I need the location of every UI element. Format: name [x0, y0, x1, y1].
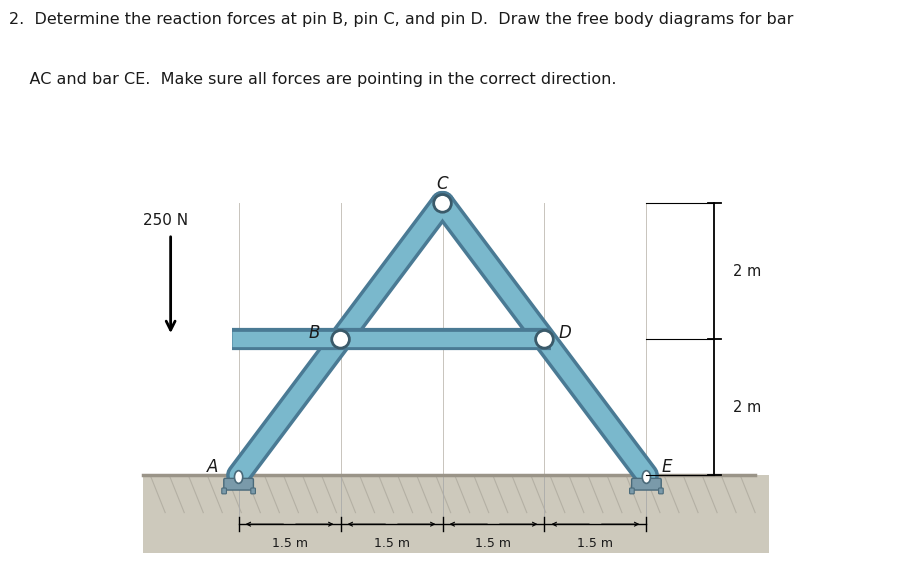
- Text: 2 m: 2 m: [733, 400, 762, 415]
- Text: B: B: [309, 324, 321, 342]
- Text: 2.  Determine the reaction forces at pin B, pin C, and pin D.  Draw the free bod: 2. Determine the reaction forces at pin …: [9, 12, 794, 27]
- FancyBboxPatch shape: [224, 478, 254, 490]
- Circle shape: [332, 331, 349, 348]
- Text: AC and bar CE.  Make sure all forces are pointing in the correct direction.: AC and bar CE. Make sure all forces are …: [9, 72, 617, 87]
- FancyBboxPatch shape: [630, 488, 634, 494]
- Text: A: A: [207, 458, 219, 476]
- FancyBboxPatch shape: [631, 478, 662, 490]
- Circle shape: [536, 331, 553, 348]
- Ellipse shape: [234, 471, 243, 483]
- Text: D: D: [559, 324, 572, 342]
- Bar: [143, 475, 769, 553]
- FancyBboxPatch shape: [221, 488, 226, 494]
- Text: 1.5 m: 1.5 m: [272, 536, 308, 550]
- Ellipse shape: [642, 471, 651, 483]
- Circle shape: [434, 194, 451, 212]
- Text: 2 m: 2 m: [733, 264, 762, 279]
- Text: 1.5 m: 1.5 m: [475, 536, 512, 550]
- FancyBboxPatch shape: [251, 488, 255, 494]
- FancyBboxPatch shape: [659, 488, 664, 494]
- Text: 1.5 m: 1.5 m: [577, 536, 614, 550]
- Text: E: E: [662, 458, 672, 476]
- Text: 1.5 m: 1.5 m: [373, 536, 410, 550]
- Text: 250 N: 250 N: [142, 213, 187, 228]
- Text: C: C: [437, 175, 448, 193]
